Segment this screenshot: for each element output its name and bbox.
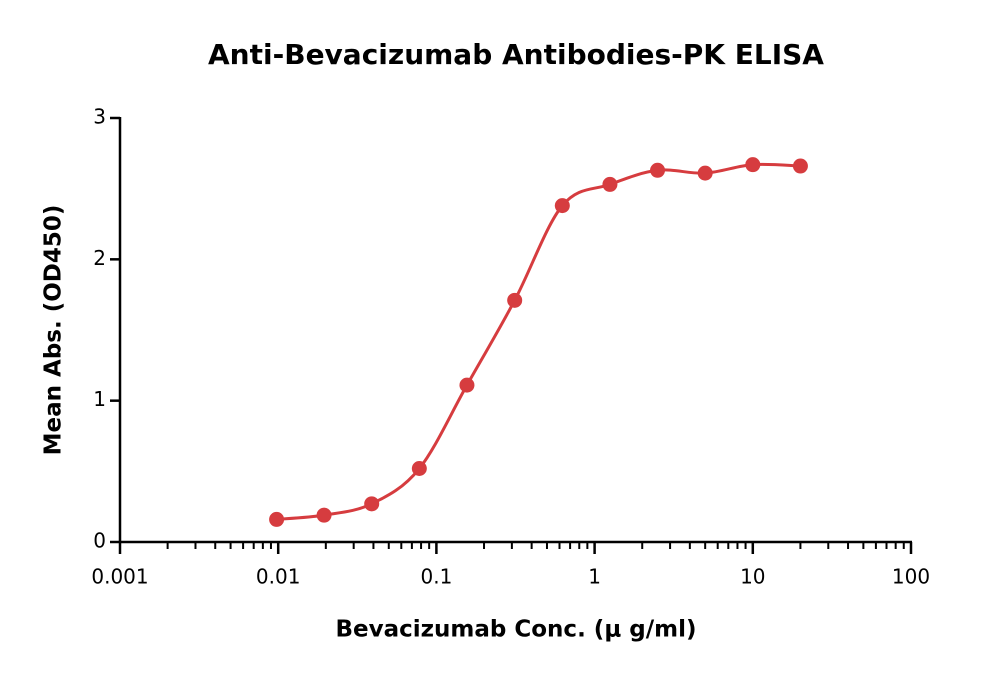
data-point	[411, 461, 427, 477]
x-tick-label: 0.001	[91, 565, 148, 589]
x-tick-label: 0.01	[256, 565, 301, 589]
data-point	[745, 157, 761, 173]
fit-curve	[276, 162, 801, 521]
x-tick-label: 1	[588, 565, 601, 589]
data-point	[697, 165, 713, 181]
x-tick-label: 100	[892, 565, 930, 589]
x-tick-label: 10	[740, 565, 765, 589]
chart-title: Anti-Bevacizumab Antibodies-PK ELISA	[208, 38, 824, 71]
data-point	[269, 511, 285, 527]
y-tick-label: 0	[93, 529, 106, 553]
y-tick-label: 1	[93, 387, 106, 411]
x-axis-label: Bevacizumab Conc. (μ g/ml)	[336, 617, 697, 643]
data-point	[364, 496, 380, 512]
data-point	[650, 162, 666, 178]
y-axis-label: Mean Abs. (OD450)	[41, 205, 67, 456]
data-point	[507, 292, 523, 308]
data-point	[459, 377, 475, 393]
data-point	[602, 176, 618, 192]
data-point	[316, 507, 332, 523]
x-tick-label: 0.1	[420, 565, 452, 589]
y-tick-label: 2	[93, 246, 106, 270]
data-point	[792, 158, 808, 174]
data-point	[554, 198, 570, 214]
y-tick-label: 3	[93, 105, 106, 129]
